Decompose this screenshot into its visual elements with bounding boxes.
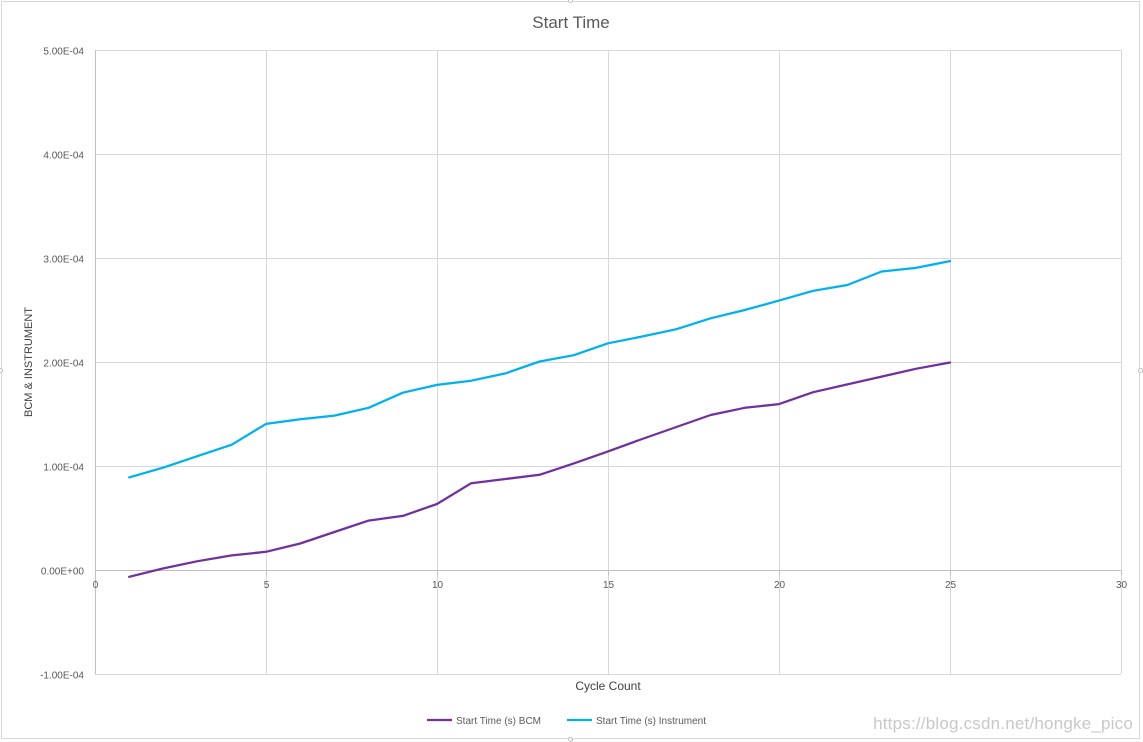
y-tick-label: 4.00E-04: [43, 151, 84, 162]
x-tick-label: 5: [264, 580, 270, 591]
axes: [95, 50, 1122, 674]
y-tick-label: 0.00E+00: [41, 567, 85, 578]
legend-label-1: Start Time (s) BCM: [456, 716, 541, 727]
x-axis-label: Cycle Count: [575, 679, 641, 693]
chart-title: Start Time: [532, 13, 609, 32]
y-tick-label: 1.00E-04: [43, 463, 84, 474]
legend[interactable]: Start Time (s) BCM Start Time (s) Instrum…: [427, 716, 706, 727]
resize-handle-left[interactable]: [0, 368, 3, 373]
x-tick-label: 20: [774, 580, 786, 591]
y-tick-labels: -1.00E-04 0.00E+00 1.00E-04 2.00E-04 3.00E-0…: [40, 47, 84, 682]
series-lines: [128, 259, 952, 578]
y-tick-label: 2.00E-04: [43, 359, 84, 370]
watermark-text: https://blog.csdn.net/hongke_pico: [873, 714, 1133, 733]
x-tick-label: 25: [945, 580, 957, 591]
y-tick-label: -1.00E-04: [40, 671, 84, 682]
x-tick-label: 30: [1116, 580, 1128, 591]
x-tick-labels: 0 5 10 15 20 25 30: [93, 580, 1128, 591]
x-tick-label: 15: [603, 580, 615, 591]
resize-handle-top[interactable]: [568, 0, 573, 3]
y-axis-label: BCM & INSTRUMENT: [23, 307, 35, 417]
x-tick-label: 0: [93, 580, 99, 591]
y-tick-label: 3.00E-04: [43, 255, 84, 266]
legend-label-2: Start Time (s) Instrument: [596, 716, 706, 727]
y-tick-label: 5.00E-04: [43, 47, 84, 58]
series-line-1: [128, 361, 952, 578]
x-tick-label: 10: [432, 580, 444, 591]
series-line-2: [128, 259, 952, 479]
